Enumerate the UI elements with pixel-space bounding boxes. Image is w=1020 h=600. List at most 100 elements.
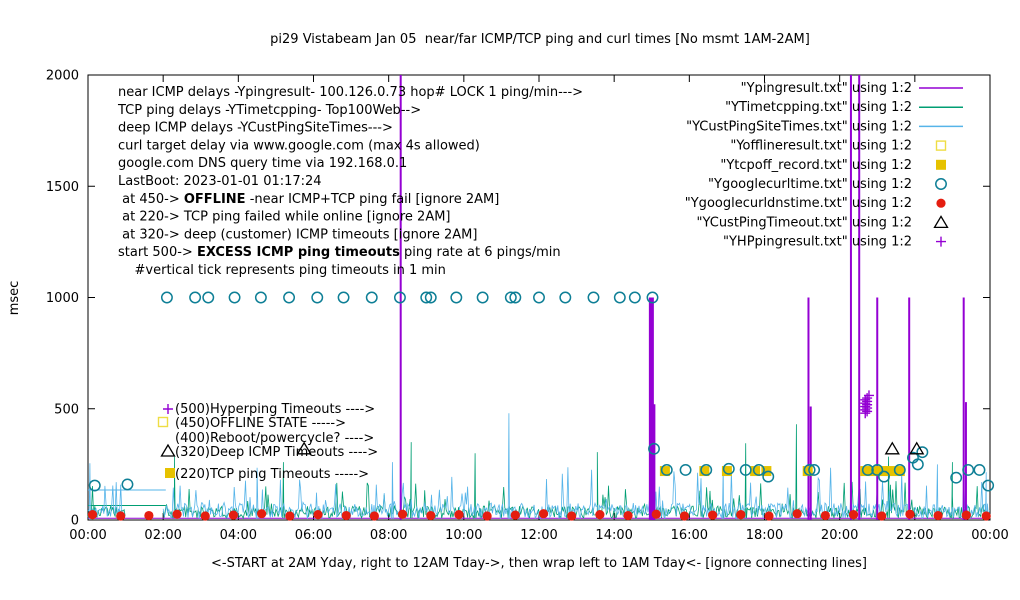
legend-label: "YHPpingresult.txt" using 1:2 xyxy=(723,235,912,250)
x-axis-title: <-START at 2AM Yday, right to 12AM Tday-… xyxy=(211,556,867,571)
legend-sample-plus xyxy=(936,236,946,247)
series-googledns-point xyxy=(736,510,746,520)
x-tick-label: 02:00 xyxy=(144,528,181,543)
series-googlecurl-point xyxy=(189,291,202,304)
series-googledns-point xyxy=(848,510,859,520)
series-googledns-point xyxy=(87,510,98,520)
annotation-marker-square-filled xyxy=(165,468,175,478)
series-googledns-point xyxy=(595,510,605,520)
series-googledns-point xyxy=(981,511,991,521)
series-googlecurl-point xyxy=(871,463,884,476)
series-googlecurl-point xyxy=(533,291,545,304)
legend-label: "Yofflineresult.txt" using 1:2 xyxy=(730,139,912,154)
series-googlecurl-point xyxy=(803,463,816,476)
annotation-info-line: curl target delay via www.google.com (ma… xyxy=(118,138,480,153)
y-tick-label: 1000 xyxy=(46,291,79,306)
series-tcpoff-point xyxy=(750,466,761,477)
series-googlecurl-point xyxy=(861,463,874,476)
series-googlecurl-point xyxy=(739,463,752,476)
series-googledns-point xyxy=(257,509,267,519)
series-googledns-point xyxy=(510,510,520,520)
series-googlecurl-point xyxy=(628,291,641,304)
series-googledns-point xyxy=(764,511,774,521)
x-tick-label: 20:00 xyxy=(821,528,858,543)
series-googlecurl-point xyxy=(88,479,101,492)
series-googlecurl-point xyxy=(450,291,463,304)
series-googledns-point xyxy=(313,510,323,520)
series-googlecurl-point xyxy=(254,291,267,304)
annotation-info-line: LastBoot: 2023-01-01 01:17:24 xyxy=(118,174,322,189)
series-googlecurl-point xyxy=(337,291,350,304)
series-googledns-point xyxy=(200,511,210,521)
series-googledns-point xyxy=(933,510,943,521)
series-tcpoff-point xyxy=(699,466,710,477)
series-googledns-point xyxy=(454,510,464,520)
series-googledns-point xyxy=(820,510,830,521)
series-googledns-point xyxy=(397,509,408,519)
legend-label: "Ygooglecurltime.txt" using 1:2 xyxy=(708,177,912,192)
series-googledns-point xyxy=(116,511,126,521)
legend-label: "YTimetcpping.txt" using 1:2 xyxy=(725,100,912,115)
annotation-info-line: at 220-> TCP ping failed while online [i… xyxy=(118,210,451,225)
series-tcpoff-point xyxy=(659,466,670,477)
series-googlecurl-point xyxy=(962,463,975,476)
annotation-info-line: deep ICMP delays -YCustPingSiteTimes---> xyxy=(118,121,393,136)
x-tick-label: 08:00 xyxy=(370,528,407,543)
series-googlecurl-point xyxy=(424,291,437,304)
annotation-marker-plus xyxy=(163,404,173,414)
y-tick-label: 500 xyxy=(54,402,79,417)
chart-title: pi29 Vistabeam Jan 05 near/far ICMP/TCP … xyxy=(270,32,810,47)
series-googlecurl-point xyxy=(311,291,324,304)
annotation-level-label: (320)Deep ICMP Timeouts ----> xyxy=(175,445,378,460)
series-googledns-point xyxy=(426,510,436,521)
series-googlecurl-point xyxy=(648,442,660,455)
series-googlecurl-point xyxy=(365,291,378,304)
legend-label: "Ygooglecurldnstime.txt" using 1:2 xyxy=(685,196,912,211)
annotation-info-line: #vertical tick represents ping timeouts … xyxy=(118,263,446,278)
series-googledns-point xyxy=(708,510,718,520)
x-tick-label: 18:00 xyxy=(746,528,783,543)
series-tcpoff-point xyxy=(860,466,871,477)
series-googledns-point xyxy=(679,511,690,521)
x-tick-label: 16:00 xyxy=(671,528,708,543)
series-tcpoff-point xyxy=(885,466,896,477)
series-googledns-point xyxy=(172,509,182,519)
y-axis-title: msec xyxy=(7,281,22,316)
series-googledns-point xyxy=(228,510,239,520)
series-googlecurl-point xyxy=(228,291,241,304)
annotation-level-label: (220)TCP ping Timeouts -----> xyxy=(175,467,369,482)
series-googledns-point xyxy=(144,510,154,521)
series-googledns-point xyxy=(651,509,661,519)
series-googledns-point xyxy=(369,511,379,521)
series-googlecurl-point xyxy=(504,291,517,304)
annotation-level-label: (500)Hyperping Timeouts ----> xyxy=(175,402,375,417)
series-googlecurl-point xyxy=(893,463,906,476)
series-googlecurl-point xyxy=(752,463,765,476)
series-googlecurl-point xyxy=(950,471,963,484)
x-tick-label: 12:00 xyxy=(520,528,557,543)
series-googlecurl-point xyxy=(420,291,433,304)
legend-sample-triangle-open xyxy=(933,215,949,229)
series-googledns-point xyxy=(482,511,492,521)
x-tick-label: 00:00 xyxy=(971,528,1008,543)
series-googlecurl-point xyxy=(509,291,522,304)
x-tick-label: 06:00 xyxy=(295,528,332,543)
series-custtimeout-point xyxy=(884,441,900,455)
legend-label: "YCustPingTimeout.txt" using 1:2 xyxy=(697,215,912,230)
legend-label: "YCustPingSiteTimes.txt" using 1:2 xyxy=(686,119,912,134)
series-googlecurl-point xyxy=(973,463,986,476)
y-tick-label: 0 xyxy=(71,514,79,529)
series-googledns-point xyxy=(905,509,915,519)
legend-sample-square-open xyxy=(935,140,947,151)
series-googlecurl-point xyxy=(660,463,673,476)
series-googlecurl-point xyxy=(476,291,489,304)
series-googledns-point xyxy=(538,509,549,519)
annotation-level-label: (450)OFFLINE STATE -----> xyxy=(175,416,346,431)
series-tcpoff-point xyxy=(721,466,732,477)
legend-sample-square-filled xyxy=(936,159,946,170)
x-tick-label: 04:00 xyxy=(220,528,257,543)
y-tick-label: 2000 xyxy=(46,69,79,84)
legend-sample-circle-filled xyxy=(936,198,946,208)
series-googlecurl-point xyxy=(202,291,215,304)
